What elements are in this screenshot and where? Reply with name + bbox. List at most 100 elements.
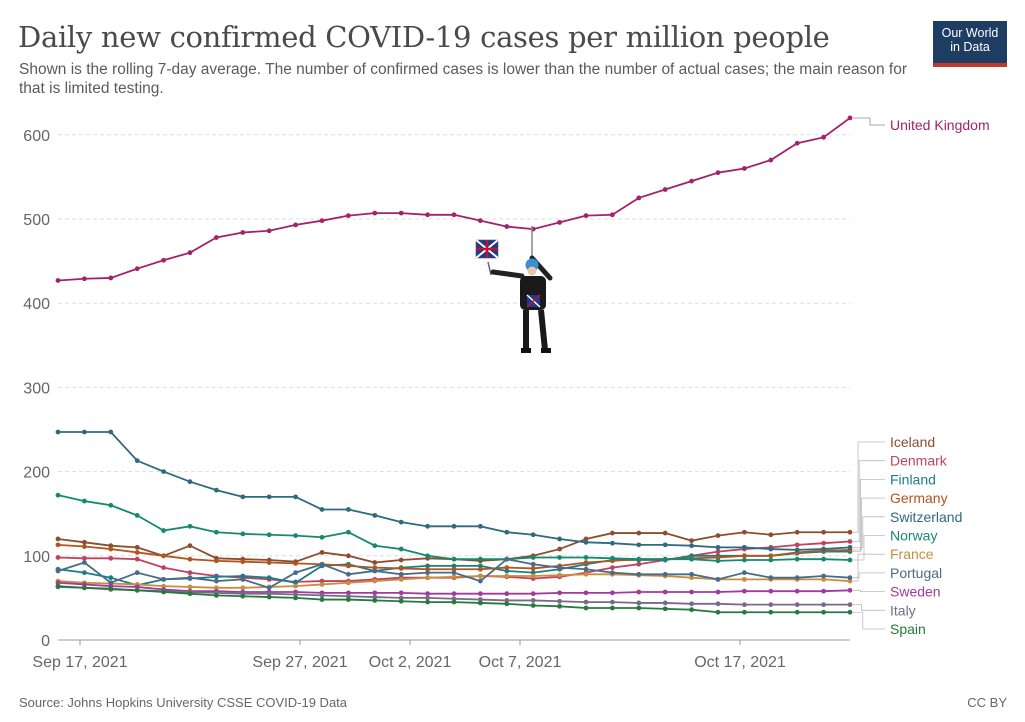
series-label: Norway: [890, 528, 937, 544]
data-point: [346, 571, 351, 577]
data-point: [768, 609, 774, 615]
data-point: [82, 585, 87, 591]
data-point: [398, 590, 404, 596]
data-point: [662, 606, 668, 612]
data-point: [530, 603, 536, 608]
data-point: [187, 591, 193, 597]
data-point: [55, 580, 61, 586]
data-point: [187, 570, 193, 576]
series-label: Sweden: [890, 584, 941, 600]
data-point: [794, 575, 800, 581]
data-point: [794, 140, 800, 146]
x-tick-label: Sep 17, 2021: [32, 654, 127, 671]
data-point: [187, 479, 193, 485]
data-point: [266, 585, 272, 591]
data-point: [108, 543, 114, 549]
data-point: [161, 576, 167, 582]
data-point: [847, 529, 853, 535]
data-point: [187, 523, 193, 529]
data-point: [742, 602, 747, 608]
data-point: [478, 600, 483, 606]
series-label: Germany: [890, 490, 948, 506]
data-point: [557, 565, 562, 570]
y-tick-label: 0: [41, 633, 50, 650]
data-point: [504, 224, 510, 229]
data-point: [610, 599, 615, 605]
data-point: [240, 230, 246, 235]
data-point: [478, 578, 483, 584]
data-point: [319, 592, 325, 598]
leg: [538, 309, 548, 351]
data-point: [346, 507, 351, 512]
x-tick-label: Oct 2, 2021: [369, 654, 452, 671]
x-tick-label: Sep 27, 2021: [252, 654, 347, 671]
data-point: [715, 549, 721, 554]
leader-line: [853, 535, 885, 561]
source-note: Source: Johns Hopkins University CSSE CO…: [19, 695, 348, 710]
data-point: [55, 492, 61, 498]
data-point: [821, 134, 826, 140]
data-point: [504, 568, 510, 574]
data-point: [662, 556, 668, 562]
data-point: [398, 598, 404, 604]
data-point: [504, 529, 510, 535]
data-point: [214, 558, 219, 564]
data-point: [557, 546, 562, 552]
data-point: [293, 583, 298, 589]
data-point: [266, 532, 272, 538]
owid-logo[interactable]: Our World in Data: [933, 21, 1007, 67]
data-point: [108, 580, 114, 586]
data-point: [478, 566, 483, 572]
leader-line: [853, 516, 885, 548]
leader-line: [853, 572, 885, 579]
shoe: [521, 348, 531, 353]
data-point: [161, 528, 167, 533]
data-point: [742, 576, 747, 582]
x-tick-label: Oct 7, 2021: [479, 654, 562, 671]
data-point: [319, 597, 325, 602]
x-tick-label: Oct 17, 2021: [694, 654, 786, 671]
data-point: [768, 575, 774, 581]
data-point: [504, 601, 510, 607]
data-point: [55, 278, 61, 283]
data-point: [425, 523, 430, 529]
data-point: [425, 553, 430, 559]
data-point: [82, 276, 87, 282]
data-point: [372, 543, 378, 549]
data-point: [187, 250, 193, 256]
data-point: [55, 542, 61, 548]
data-point: [451, 563, 457, 569]
data-point: [610, 570, 615, 576]
data-point: [161, 553, 167, 559]
data-point: [372, 598, 378, 603]
data-point: [768, 557, 774, 563]
leader-line: [853, 478, 885, 552]
data-point: [55, 429, 61, 435]
data-point: [372, 590, 378, 596]
data-point: [821, 609, 826, 615]
data-point: [715, 170, 721, 176]
data-point: [214, 585, 219, 591]
data-point: [504, 573, 510, 579]
data-point: [689, 607, 694, 613]
data-point: [266, 591, 272, 597]
data-point: [557, 536, 562, 542]
data-point: [610, 555, 615, 561]
data-point: [768, 602, 774, 608]
data-point: [293, 222, 298, 228]
head: [527, 266, 537, 276]
data-point: [134, 550, 140, 555]
license-link[interactable]: CC BY: [967, 695, 1007, 710]
data-point: [346, 597, 351, 602]
data-point: [794, 609, 800, 615]
data-point: [636, 600, 642, 606]
data-point: [319, 534, 325, 540]
data-point: [425, 570, 430, 576]
leader-line: [853, 460, 885, 542]
data-point: [557, 572, 562, 578]
data-point: [55, 555, 61, 560]
data-point: [742, 609, 747, 615]
data-point: [689, 538, 694, 544]
data-point: [636, 530, 642, 536]
data-point: [187, 584, 193, 590]
